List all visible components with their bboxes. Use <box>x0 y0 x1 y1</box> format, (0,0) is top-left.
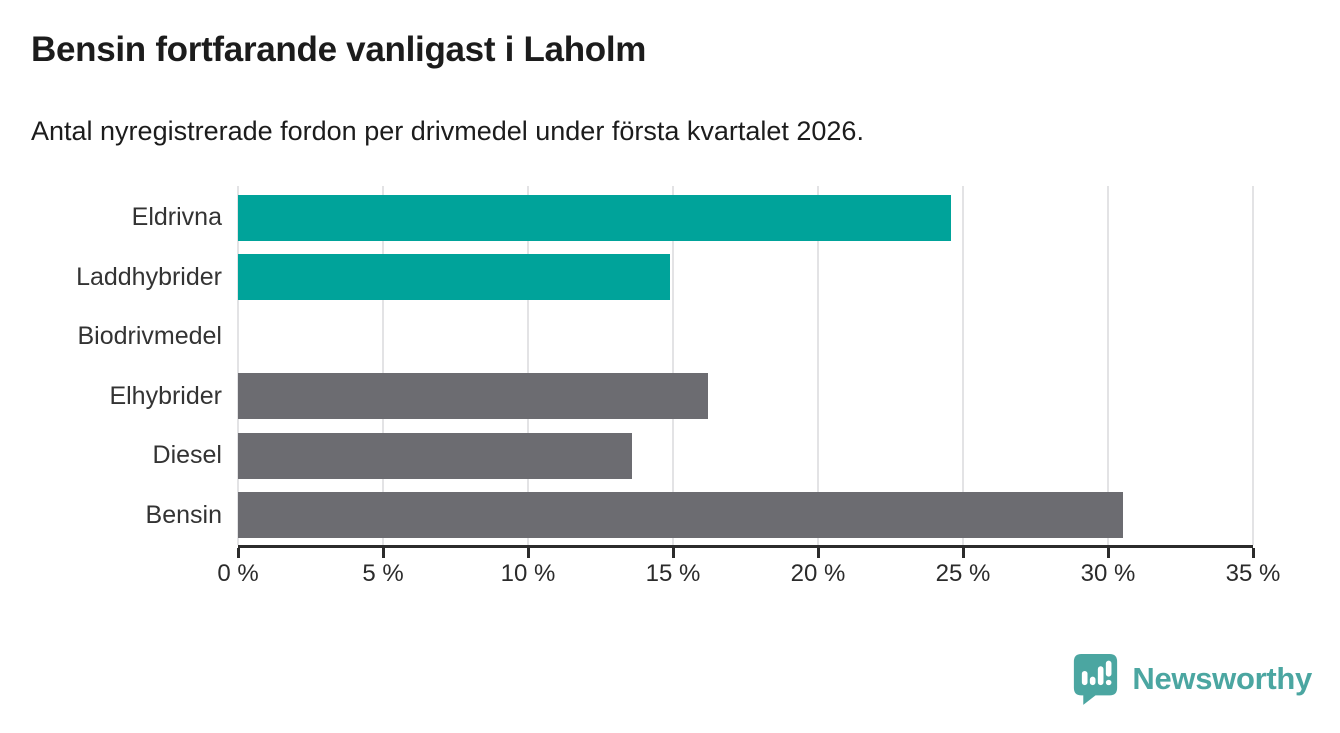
bar-row <box>238 426 1253 486</box>
gridline <box>817 186 819 545</box>
bar-row <box>238 486 1253 546</box>
category-label: Diesel <box>152 441 222 470</box>
bar-row <box>238 367 1253 427</box>
axis-tick-label: 25 % <box>935 560 991 587</box>
bar-row <box>238 307 1253 367</box>
newsworthy-wordmark: Newsworthy <box>1132 660 1312 696</box>
axis-tick-label: 30 % <box>1080 560 1136 587</box>
page-title: Bensin fortfarande vanligast i Laholm <box>31 30 647 69</box>
bars <box>238 188 1253 545</box>
axis-tick <box>816 548 820 558</box>
gridline <box>382 186 384 545</box>
axis-tick-label: 20 % <box>790 560 846 587</box>
x-axis: 0 % 5 % 10 % 15 % 20 % 25 % 30 % 35 % <box>217 545 1280 587</box>
gridline <box>672 186 674 545</box>
axis-tick-label: 35 % <box>1225 560 1281 587</box>
category-label: Bensin <box>145 500 222 529</box>
axis-tick-label: 0 % <box>217 560 259 587</box>
bar-row <box>238 248 1253 308</box>
gridline <box>1107 186 1109 545</box>
category-label: Laddhybrider <box>76 262 222 291</box>
bar-laddhybrider <box>238 254 671 301</box>
axis-tick <box>526 548 530 558</box>
gridline <box>962 186 964 545</box>
bar-eldrivna <box>238 194 952 241</box>
category-label: Biodrivmedel <box>77 322 222 351</box>
bar-bensin <box>238 492 1123 539</box>
axis-tick-label: 5 % <box>362 560 404 587</box>
chart-subtitle: Antal nyregistrerade fordon per drivmede… <box>31 116 864 146</box>
newsworthy-bubble-chart-icon <box>1072 652 1119 705</box>
newsworthy-logo: Newsworthy <box>1072 652 1312 705</box>
axis-tick <box>236 548 240 558</box>
axis-tick-label: 10 % <box>500 560 556 587</box>
bar-elhybrider <box>238 373 708 420</box>
bar-diesel <box>238 432 633 479</box>
axis-tick <box>1106 548 1110 558</box>
axis-tick <box>1251 548 1255 558</box>
axis-tick <box>961 548 965 558</box>
axis-tick-label: 15 % <box>645 560 701 587</box>
gridline <box>237 186 239 545</box>
category-label: Eldrivna <box>131 203 222 232</box>
gridline <box>1252 186 1254 545</box>
bar-row <box>238 188 1253 248</box>
axis-tick <box>381 548 385 558</box>
gridline <box>527 186 529 545</box>
axis-tick <box>671 548 675 558</box>
category-labels: Eldrivna Laddhybrider Biodrivmedel Elhybrid… <box>0 188 222 545</box>
plot-area <box>237 186 1254 545</box>
category-label: Elhybrider <box>109 381 222 410</box>
